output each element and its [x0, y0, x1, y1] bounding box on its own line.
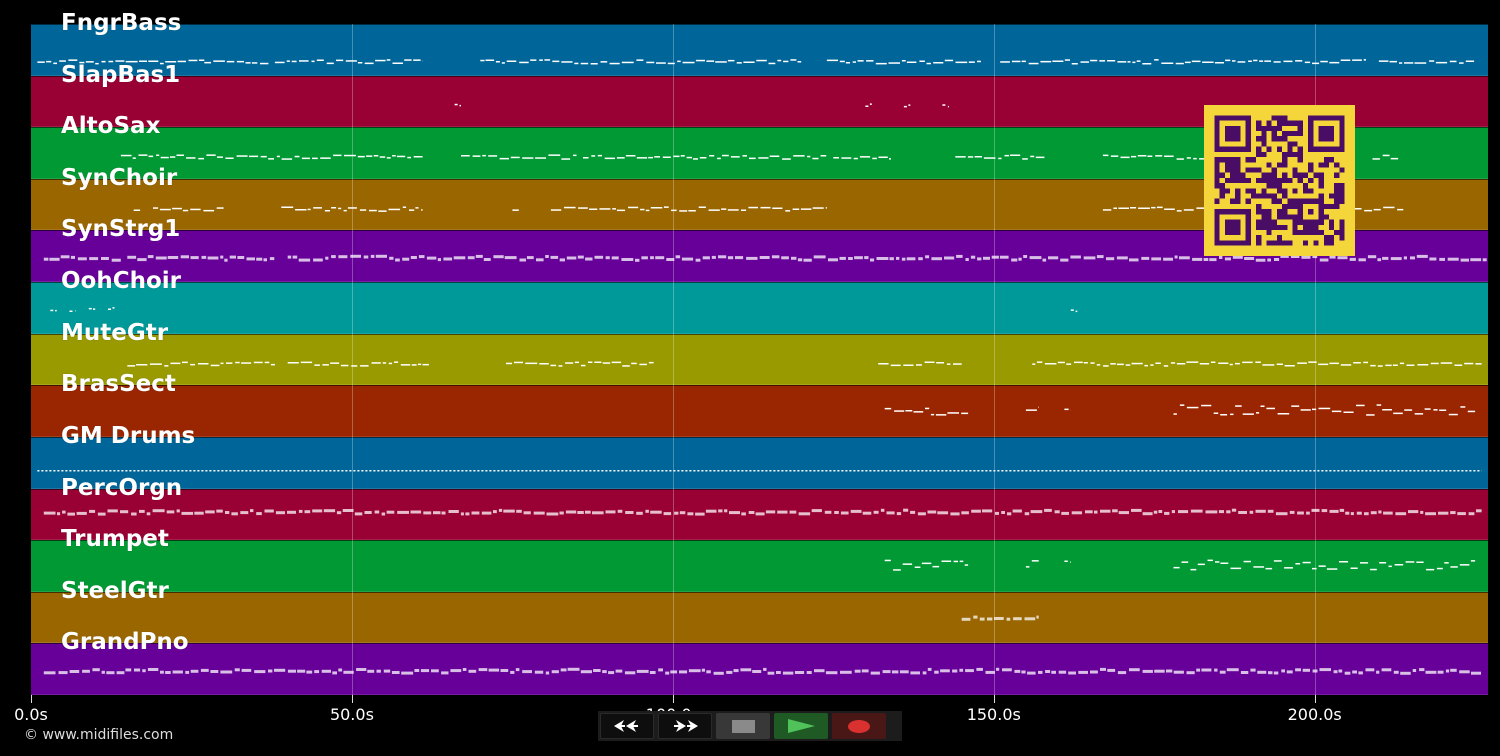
- track-name-label: SteelGtr: [61, 577, 169, 604]
- note-events: [961, 615, 1039, 621]
- play-button[interactable]: [774, 713, 828, 739]
- track-row[interactable]: OohChoir: [31, 270, 1488, 334]
- track-row[interactable]: PercOrgn: [31, 476, 1488, 541]
- time-tick: [993, 695, 995, 703]
- record-icon: [848, 719, 870, 733]
- qr-code[interactable]: [1204, 105, 1355, 256]
- time-tick: [31, 695, 32, 703]
- time-tick: [672, 695, 674, 703]
- note-events: [884, 404, 1476, 416]
- stop-icon: [731, 719, 755, 733]
- note-events: [37, 59, 1475, 65]
- track-row[interactable]: FngrBass: [31, 12, 1488, 76]
- time-tick-label: 0.0s: [14, 705, 48, 724]
- track-row[interactable]: GrandPno: [31, 631, 1488, 695]
- track-name-label: SynChoir: [61, 164, 178, 191]
- time-tick-label: 150.0s: [966, 705, 1021, 724]
- track-name-label: SlapBas1: [61, 61, 181, 88]
- track-name-label: AltoSax: [61, 113, 161, 140]
- note-events: [127, 361, 1482, 367]
- track-name-label: GM Drums: [61, 422, 196, 449]
- note-events: [50, 307, 1078, 313]
- time-gridline: [672, 24, 674, 695]
- note-events: [884, 559, 1476, 571]
- track-name-label: MuteGtr: [61, 319, 169, 346]
- track-row[interactable]: Trumpet: [31, 528, 1488, 592]
- transport-bar: [598, 711, 902, 741]
- piano-roll-tracks[interactable]: FngrBass SlapBas1 AltoSax SynChoir SynStrg1 O…: [31, 12, 1488, 695]
- note-events: [43, 668, 1481, 676]
- rewind-button[interactable]: [600, 713, 654, 739]
- track-row[interactable]: MuteGtr: [31, 321, 1488, 386]
- play-icon: [788, 719, 815, 733]
- fast-forward-button[interactable]: [658, 713, 712, 739]
- time-gridline: [351, 24, 353, 695]
- time-tick: [1314, 695, 1316, 703]
- track-row[interactable]: SteelGtr: [31, 579, 1488, 644]
- track-name-label: PercOrgn: [61, 474, 183, 501]
- track-name-label: FngrBass: [61, 10, 182, 36]
- time-gridline: [993, 24, 995, 695]
- track-name-label: SynStrg1: [61, 216, 181, 243]
- copyright-text: © www.midifiles.com: [24, 727, 174, 743]
- track-name-label: OohChoir: [61, 268, 182, 295]
- time-tick-label: 200.0s: [1287, 705, 1342, 724]
- note-events: [454, 103, 949, 108]
- track-name-label: BrasSect: [61, 371, 176, 398]
- time-gridline: [1314, 24, 1316, 695]
- track-row[interactable]: BrasSect: [31, 373, 1488, 437]
- record-button[interactable]: [832, 713, 886, 739]
- rewind-icon: [614, 720, 638, 732]
- track-row[interactable]: GM Drums: [31, 424, 1488, 489]
- note-events: [43, 508, 1482, 516]
- time-tick-label: 50.0s: [329, 705, 374, 724]
- time-tick: [351, 695, 353, 703]
- stop-button[interactable]: [716, 713, 770, 739]
- track-name-label: GrandPno: [61, 629, 189, 656]
- fast-forward-icon: [674, 720, 698, 732]
- note-events: [37, 469, 1482, 472]
- track-name-label: Trumpet: [61, 526, 169, 553]
- note-events: [43, 255, 1487, 263]
